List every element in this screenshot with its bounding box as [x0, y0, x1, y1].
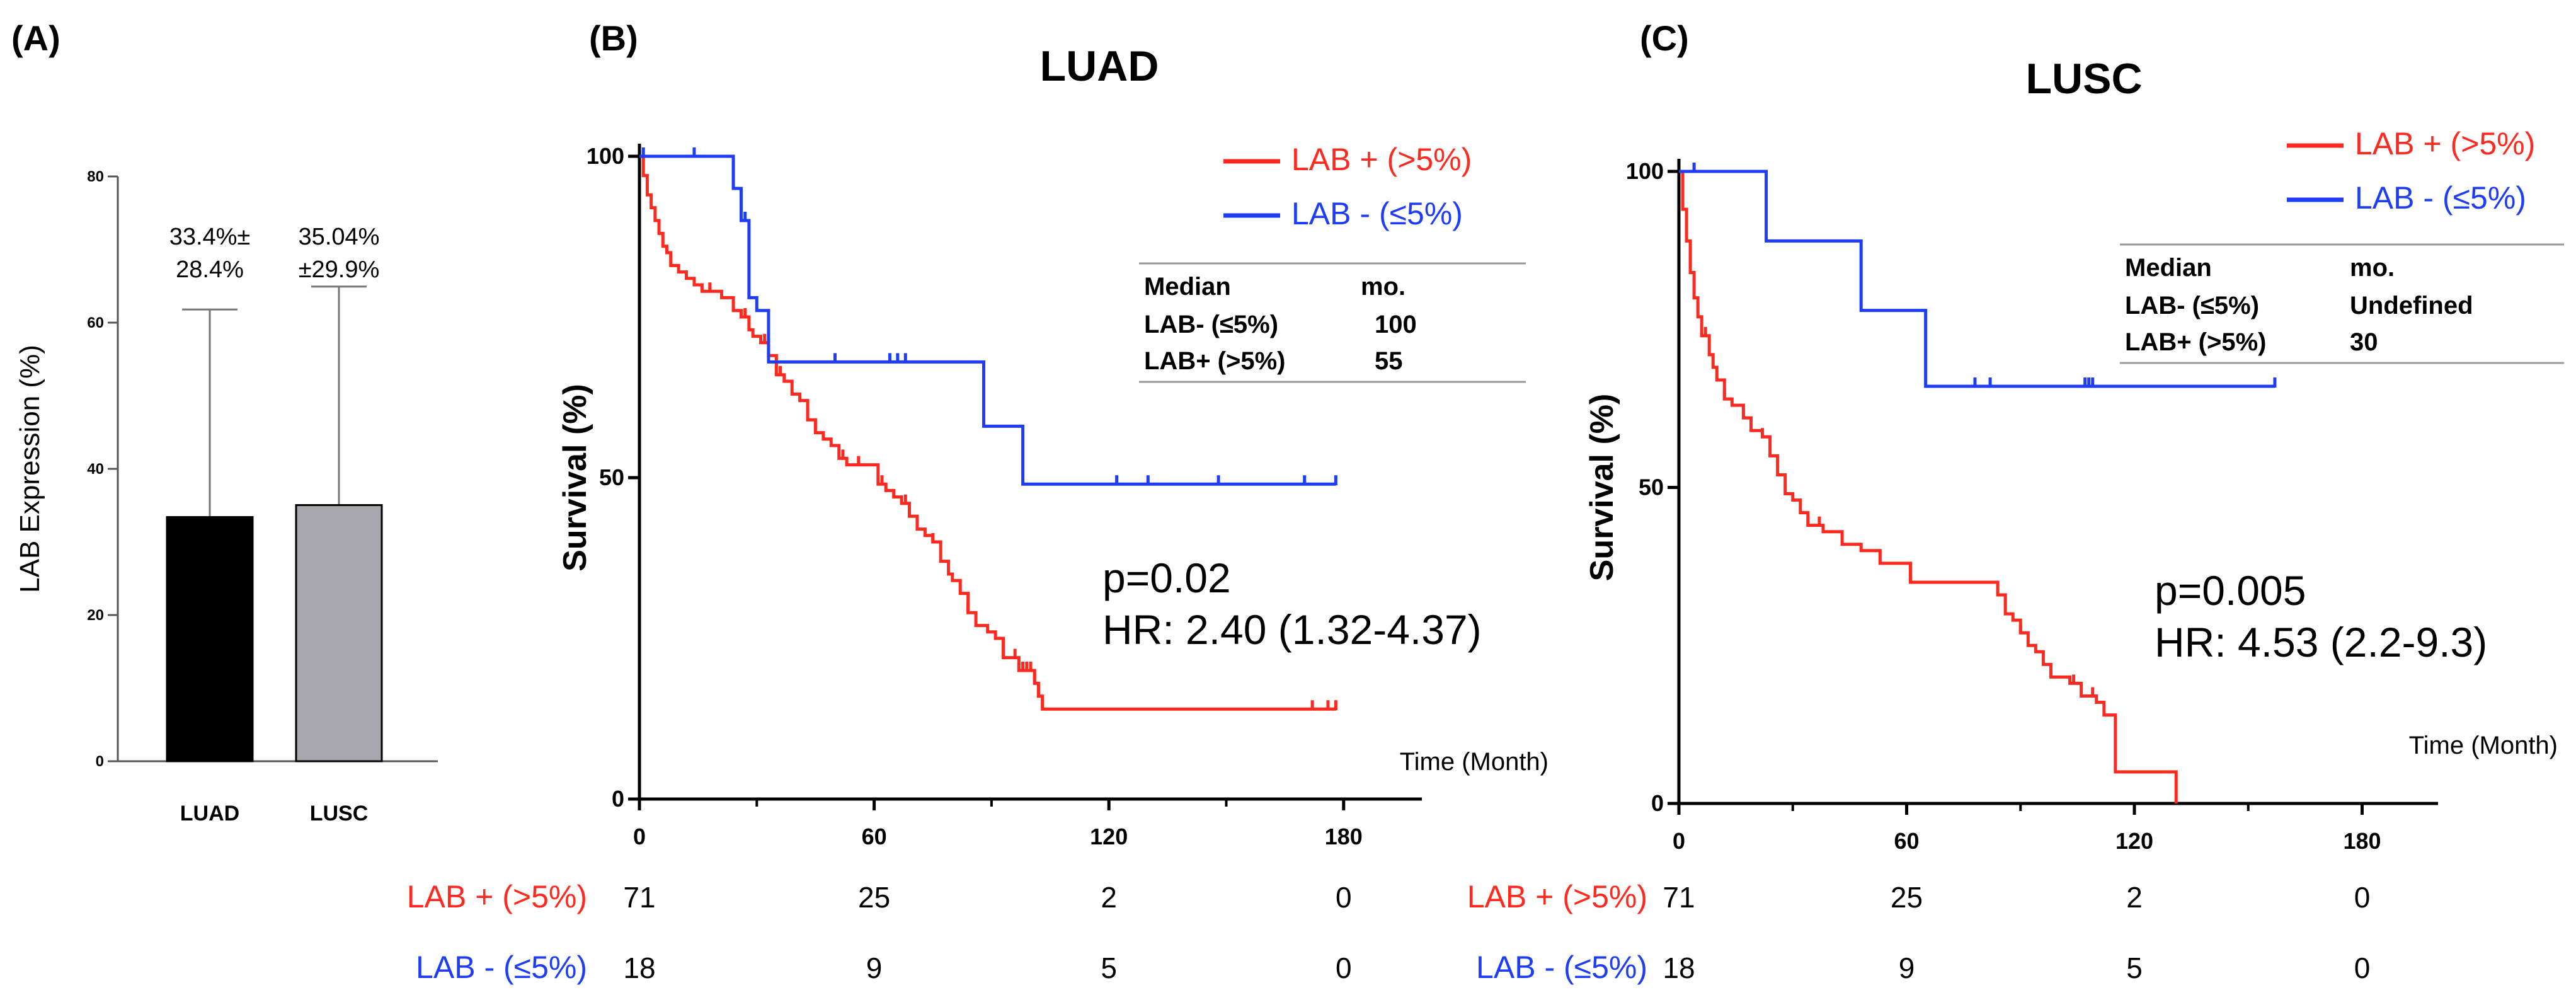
a-category-label: LUSC	[310, 802, 369, 826]
a-bar-annotation: 28.4%	[176, 256, 244, 283]
b-legend-label: LAB + (>5%)	[1291, 142, 1472, 177]
b-risk-value: 2	[1101, 881, 1117, 914]
b-risk-value: 5	[1101, 952, 1117, 984]
b-stat-text: p=0.02	[1102, 555, 1231, 601]
b-risk-value: 18	[623, 952, 655, 984]
a-y-tick-label: 80	[87, 168, 104, 185]
c-chart-title: LUSC	[2025, 55, 2142, 103]
a-y-tick-label: 0	[96, 753, 104, 770]
b-median-header: mo.	[1361, 273, 1405, 301]
c-stat-text: p=0.005	[2155, 567, 2306, 614]
c-y-tick-label: 100	[1626, 158, 1664, 184]
c-risk-value: 18	[1663, 952, 1695, 984]
c-x-tick-label: 60	[1894, 828, 1919, 854]
b-y-tick-label: 100	[587, 143, 624, 169]
b-risk-value: 0	[1336, 952, 1352, 984]
c-risk-value: 9	[1899, 952, 1915, 984]
a-bar-lusc	[295, 504, 383, 762]
c-median-row-value: 30	[2350, 328, 2378, 356]
b-lab-pos-curve	[639, 154, 1336, 711]
c-y-tick-label: 50	[1639, 475, 1664, 500]
b-risk-value: 0	[1336, 881, 1352, 914]
b-y-tick-label: 50	[599, 464, 624, 490]
b-stat-text: HR: 2.40 (1.32-4.37)	[1102, 606, 1482, 653]
b-median-row-label: LAB+ (>5%)	[1144, 347, 1286, 375]
c-risk-label: LAB - (≤5%)	[1476, 950, 1647, 985]
b-y-axis-label: Survival (%)	[557, 384, 593, 572]
b-risk-label: LAB - (≤5%)	[416, 950, 587, 985]
c-x-axis-label: Time (Month)	[2409, 732, 2558, 759]
panel-label-c: (C)	[1640, 18, 1689, 58]
a-y-tick-label: 40	[87, 461, 104, 478]
c-x-tick-label: 120	[2115, 828, 2153, 854]
c-median-row-label: LAB+ (>5%)	[2125, 328, 2267, 356]
a-y-axis-label: LAB Expression (%)	[14, 345, 45, 593]
c-risk-value: 71	[1663, 881, 1695, 914]
b-median-row-label: LAB- (≤5%)	[1144, 311, 1278, 338]
c-lab-neg-curve	[1679, 170, 2275, 388]
c-x-tick-label: 180	[2343, 828, 2381, 854]
b-lab-neg-curve	[639, 154, 1336, 486]
c-y-tick-label: 0	[1651, 790, 1664, 816]
panel-label-a: (A)	[11, 18, 60, 58]
c-legend-label: LAB + (>5%)	[2355, 126, 2535, 161]
c-median-row-label: LAB- (≤5%)	[2125, 292, 2259, 319]
b-chart-title: LUAD	[1040, 42, 1159, 90]
b-x-tick-label: 180	[1325, 824, 1363, 849]
b-x-tick-label: 120	[1090, 824, 1128, 849]
c-legend-label: LAB - (≤5%)	[2355, 180, 2526, 216]
c-y-axis-label: Survival (%)	[1584, 394, 1620, 582]
b-risk-label: LAB + (>5%)	[407, 879, 587, 914]
c-median-header: mo.	[2350, 254, 2395, 282]
panel-label-b: (B)	[589, 18, 638, 58]
c-risk-value: 2	[2126, 881, 2143, 914]
c-risk-value: 5	[2126, 952, 2143, 984]
a-y-tick-label: 60	[87, 314, 104, 331]
a-y-tick-label: 20	[87, 607, 104, 624]
b-risk-value: 71	[623, 881, 655, 914]
b-median-header: Median	[1144, 273, 1231, 301]
c-risk-label: LAB + (>5%)	[1467, 879, 1647, 914]
a-bar-annotation: 33.4%±	[169, 224, 251, 250]
c-stat-text: HR: 4.53 (2.2-9.3)	[2155, 619, 2487, 665]
b-median-row-value: 100	[1375, 311, 1417, 338]
b-x-axis-label: Time (Month)	[1400, 748, 1548, 776]
b-risk-value: 25	[858, 881, 890, 914]
b-x-tick-label: 0	[633, 824, 646, 849]
c-risk-value: 25	[1891, 881, 1923, 914]
c-risk-value: 0	[2354, 881, 2371, 914]
c-x-tick-label: 0	[1673, 828, 1685, 854]
b-y-tick-label: 0	[612, 786, 624, 812]
a-bar-luad	[166, 516, 254, 762]
a-category-label: LUAD	[180, 802, 239, 826]
c-median-header: Median	[2125, 254, 2212, 282]
b-legend-label: LAB - (≤5%)	[1291, 196, 1463, 231]
b-risk-value: 9	[866, 952, 883, 984]
a-bar-annotation: ±29.9%	[299, 256, 380, 283]
c-lab-pos-curve	[1679, 170, 2178, 803]
c-risk-value: 0	[2354, 952, 2371, 984]
a-bar-annotation: 35.04%	[299, 224, 380, 250]
b-x-tick-label: 60	[862, 824, 887, 849]
b-median-row-value: 55	[1375, 347, 1403, 375]
c-median-row-value: Undefined	[2350, 292, 2473, 319]
